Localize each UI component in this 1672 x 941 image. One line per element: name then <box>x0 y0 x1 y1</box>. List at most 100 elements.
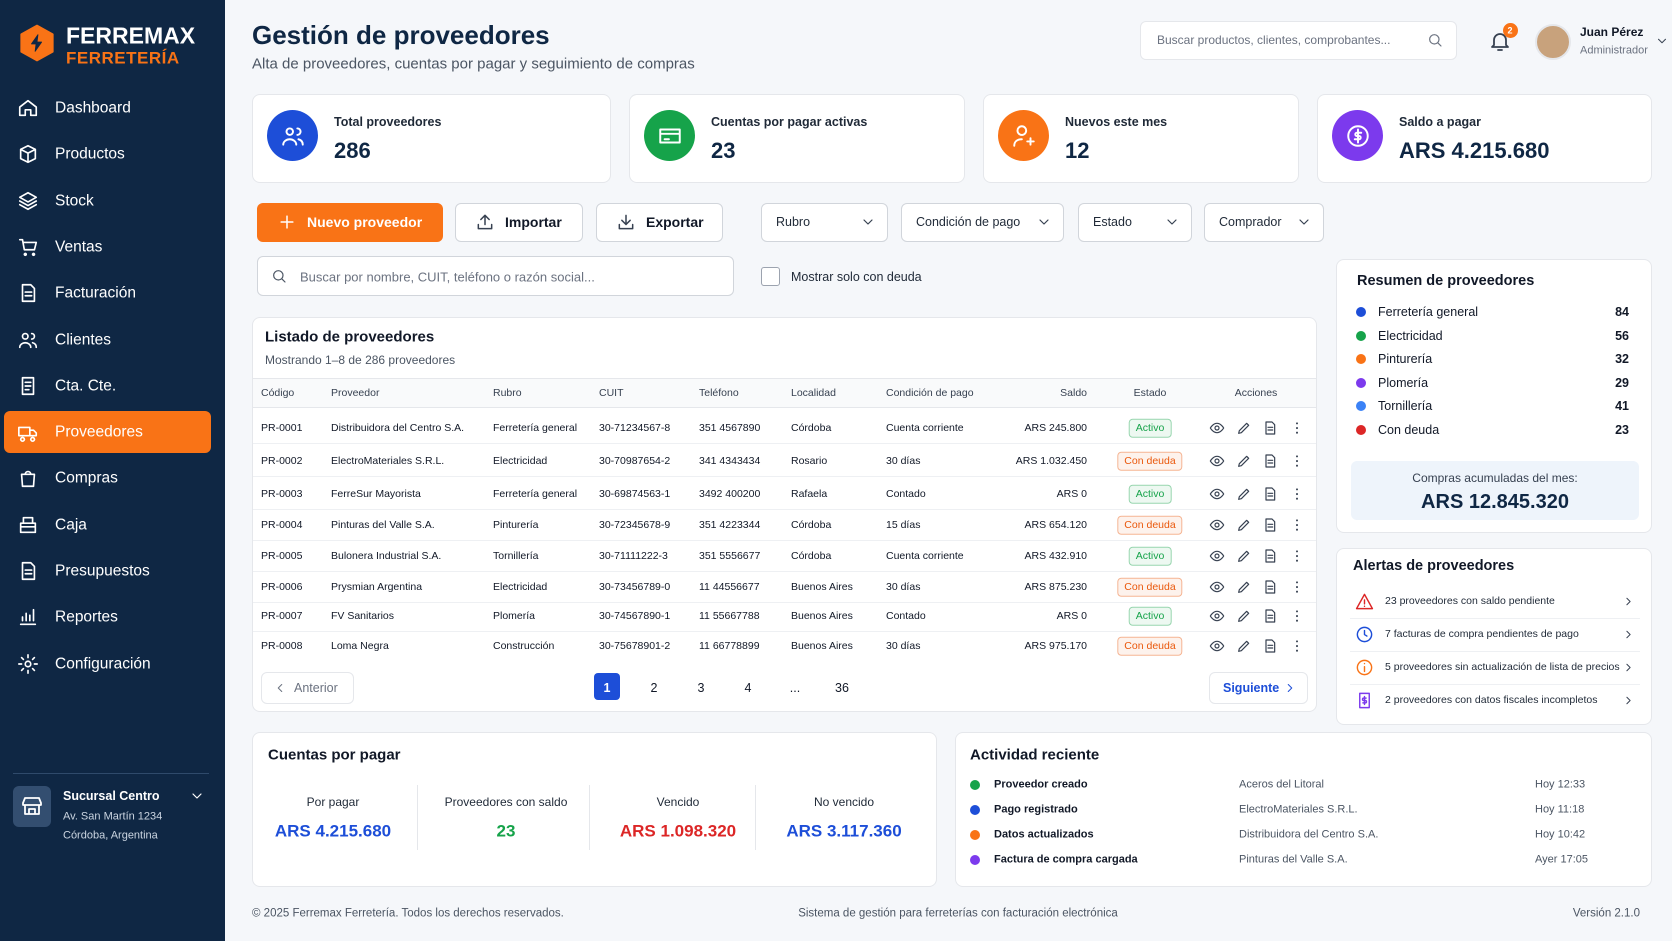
button-label[interactable]: Importar <box>505 214 562 230</box>
alert-divider <box>1350 618 1640 619</box>
table-cell: PR-0002 <box>261 454 303 467</box>
footer-left: © 2025 Ferremax Ferretería. Todos los de… <box>252 907 564 920</box>
icon-shape <box>18 99 38 117</box>
column-header: Rubro <box>493 386 522 399</box>
table-cell: PR-0006 <box>261 580 303 593</box>
next-label[interactable]: Siguiente <box>1223 680 1280 695</box>
table-cell: 30-71111222-3 <box>599 549 668 562</box>
table-cell: Ferretería general <box>493 487 578 500</box>
page-number[interactable]: 36 <box>835 680 849 695</box>
row-divider <box>253 631 1316 632</box>
nav-item[interactable]: Productos <box>55 145 125 163</box>
summary-dot <box>1356 424 1366 435</box>
table-cell: 30-72345678-9 <box>599 518 671 531</box>
table-cell: Prysmian Argentina <box>331 580 423 593</box>
icon-shape <box>1625 663 1631 671</box>
icon-shape <box>1209 488 1225 500</box>
icon-shape <box>1625 597 1631 605</box>
table-cell: Loma Negra <box>331 639 389 652</box>
nav-item[interactable]: Presupuestos <box>55 562 150 580</box>
filter-select[interactable] <box>901 203 1064 242</box>
global-search[interactable] <box>1140 21 1457 60</box>
nav-item[interactable]: Compras <box>55 469 118 487</box>
nav-item[interactable]: Cta. Cte. <box>55 377 117 395</box>
filter-chevron <box>1299 219 1309 225</box>
status-badge: Con deuda <box>1117 577 1183 597</box>
nav-item[interactable]: Reportes <box>55 608 118 626</box>
filter-label[interactable]: Condición de pago <box>916 214 1021 229</box>
user-role: Administrador <box>1580 44 1648 57</box>
activity-dot <box>970 780 980 790</box>
button-label[interactable]: Exportar <box>646 214 704 230</box>
table-cell: 15 días <box>886 518 921 531</box>
table-cell: 11 44556677 <box>699 580 760 593</box>
prev-label[interactable]: Anterior <box>294 680 338 695</box>
nav-item[interactable]: Dashboard <box>55 99 131 117</box>
branch-address: Av. San Martín 1234 <box>63 810 163 823</box>
footer-center: Sistema de gestión para ferreterías con … <box>798 907 1118 920</box>
row-action <box>1209 422 1225 434</box>
row-action <box>1265 639 1276 653</box>
sidebar-divider <box>13 773 209 774</box>
table-cell: Córdoba <box>791 549 832 562</box>
icon-shape <box>1265 518 1276 532</box>
toolbar-button[interactable] <box>455 203 583 242</box>
table-cell: ARS 0 <box>1056 609 1087 622</box>
activity-time: Hoy 10:42 <box>1535 828 1586 841</box>
page-number[interactable]: 4 <box>744 680 752 695</box>
table-cell: Plomería <box>493 609 536 622</box>
activity-dot <box>970 855 980 865</box>
table-cell: Bulonera Industrial S.A. <box>331 549 442 562</box>
table-cell: FerreSur Mayorista <box>331 487 421 500</box>
kpi-icon-circle <box>267 110 318 161</box>
filter-select[interactable] <box>1204 203 1324 242</box>
summary-name: Pinturería <box>1378 351 1433 366</box>
icon-shape <box>1287 683 1293 693</box>
icon-shape <box>1657 38 1667 44</box>
column-header: Saldo <box>1060 386 1087 399</box>
summary-count: 23 <box>1615 422 1629 437</box>
activity-time: Hoy 12:33 <box>1535 778 1586 791</box>
page-number[interactable]: 3 <box>697 680 705 695</box>
row-action <box>1295 581 1298 593</box>
provider-search[interactable] <box>257 256 734 296</box>
table-cell: FV Sanitarios <box>331 609 395 622</box>
toolbar-button[interactable] <box>596 203 723 242</box>
filter-label[interactable]: Estado <box>1093 214 1132 229</box>
logo-bolt <box>31 34 43 52</box>
alert-text[interactable]: 5 proveedores sin actualización de lista… <box>1385 660 1620 673</box>
page-number[interactable]: 1 <box>603 680 611 695</box>
nav-item[interactable]: Caja <box>55 515 87 533</box>
kpi-icon-circle <box>644 110 695 161</box>
icon-shape <box>1237 455 1249 467</box>
button-label[interactable]: Nuevo proveedor <box>307 214 423 230</box>
row-action <box>1295 610 1298 622</box>
icon-shape <box>1039 219 1049 225</box>
row-action <box>1209 550 1225 562</box>
debt-checkbox-label[interactable]: Mostrar solo con deuda <box>791 269 922 284</box>
activity-event: Datos actualizados <box>994 828 1094 841</box>
prev-button[interactable] <box>261 672 354 704</box>
nav-icon <box>18 332 38 348</box>
filter-label[interactable]: Comprador <box>1219 214 1282 229</box>
nav-item[interactable]: Proveedores <box>55 423 143 441</box>
nav-item[interactable]: Facturación <box>55 284 136 302</box>
row-action <box>1237 488 1249 500</box>
nav-item[interactable]: Configuración <box>55 654 151 672</box>
nav-item[interactable]: Ventas <box>55 238 103 256</box>
page-number[interactable]: ... <box>789 680 801 695</box>
nav-icon <box>20 471 36 488</box>
icon-shape <box>1625 696 1631 704</box>
alert-text[interactable]: 7 facturas de compra pendientes de pago <box>1385 627 1579 640</box>
nav-item[interactable]: Clientes <box>55 330 111 348</box>
page-number[interactable]: 2 <box>650 680 658 695</box>
row-action <box>1295 422 1298 434</box>
table-cell: Distribuidora del Centro S.A. <box>331 421 465 434</box>
alert-text[interactable]: 2 proveedores con datos fiscales incompl… <box>1385 693 1598 706</box>
debt-checkbox[interactable] <box>761 267 780 286</box>
alert-text[interactable]: 23 proveedores con saldo pendiente <box>1385 594 1555 607</box>
nav-item[interactable]: Stock <box>55 191 94 209</box>
table-cell: Cuenta corriente <box>886 549 964 562</box>
status-badge: Activo <box>1128 418 1172 438</box>
filter-label[interactable]: Rubro <box>776 214 811 229</box>
